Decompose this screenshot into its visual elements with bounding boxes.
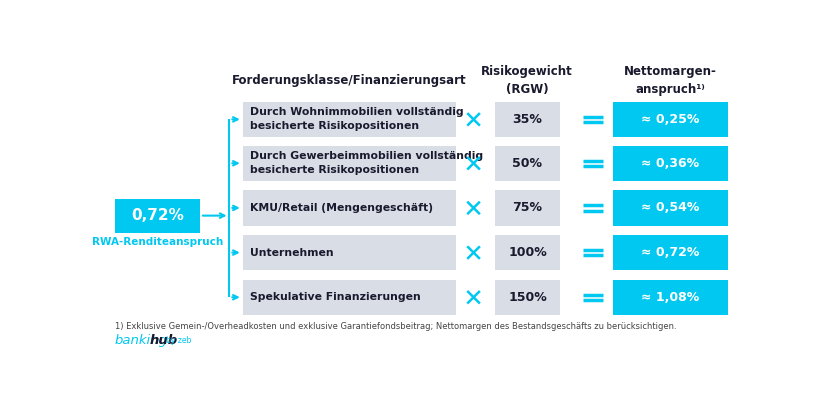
FancyBboxPatch shape — [494, 235, 560, 270]
Text: by zeb: by zeb — [166, 336, 191, 345]
FancyBboxPatch shape — [613, 101, 728, 137]
FancyBboxPatch shape — [613, 279, 728, 315]
Text: Nettomargen-
anspruch¹⁾: Nettomargen- anspruch¹⁾ — [624, 65, 717, 96]
FancyBboxPatch shape — [243, 101, 455, 137]
Text: 75%: 75% — [512, 201, 543, 215]
Text: 50%: 50% — [512, 157, 543, 170]
Text: 35%: 35% — [512, 113, 542, 126]
Text: 1) Exklusive Gemein-/Overheadkosten und exklusive Garantiefondsbeitrag; Nettomar: 1) Exklusive Gemein-/Overheadkosten und … — [115, 322, 676, 331]
Text: Durch Wohnimmobilien vollständig
besicherte Risikopositionen: Durch Wohnimmobilien vollständig besiche… — [250, 107, 464, 131]
FancyBboxPatch shape — [494, 146, 560, 181]
Text: 100%: 100% — [508, 246, 547, 259]
Text: banking: banking — [115, 334, 167, 347]
FancyBboxPatch shape — [613, 190, 728, 226]
FancyBboxPatch shape — [494, 279, 560, 315]
Text: Spekulative Finanzierungen: Spekulative Finanzierungen — [250, 292, 421, 302]
FancyBboxPatch shape — [613, 146, 728, 181]
Text: KMU/Retail (Mengengeschäft): KMU/Retail (Mengengeschäft) — [250, 203, 433, 213]
FancyBboxPatch shape — [243, 190, 455, 226]
Text: ≈ 0,54%: ≈ 0,54% — [641, 201, 700, 215]
FancyBboxPatch shape — [115, 199, 200, 232]
FancyBboxPatch shape — [243, 146, 455, 181]
FancyBboxPatch shape — [243, 279, 455, 315]
FancyBboxPatch shape — [494, 101, 560, 137]
Text: 0,72%: 0,72% — [131, 208, 184, 223]
Text: ≈ 0,36%: ≈ 0,36% — [641, 157, 700, 170]
FancyBboxPatch shape — [243, 235, 455, 270]
Text: ≈ 0,25%: ≈ 0,25% — [641, 113, 700, 126]
Text: Durch Gewerbeimmobilien vollständig
besicherte Risikopositionen: Durch Gewerbeimmobilien vollständig besi… — [250, 151, 483, 175]
Text: ≈ 0,72%: ≈ 0,72% — [641, 246, 700, 259]
Text: Unternehmen: Unternehmen — [250, 248, 334, 258]
FancyBboxPatch shape — [494, 190, 560, 226]
Text: 150%: 150% — [508, 291, 547, 304]
Text: Risikogewicht
(RGW): Risikogewicht (RGW) — [481, 65, 573, 96]
FancyBboxPatch shape — [613, 235, 728, 270]
Text: Forderungsklasse/Finanzierungsart: Forderungsklasse/Finanzierungsart — [232, 74, 466, 88]
Text: RWA-Renditeanspruch: RWA-Renditeanspruch — [92, 237, 223, 247]
Text: hub: hub — [149, 334, 178, 347]
Text: ≈ 1,08%: ≈ 1,08% — [641, 291, 700, 304]
